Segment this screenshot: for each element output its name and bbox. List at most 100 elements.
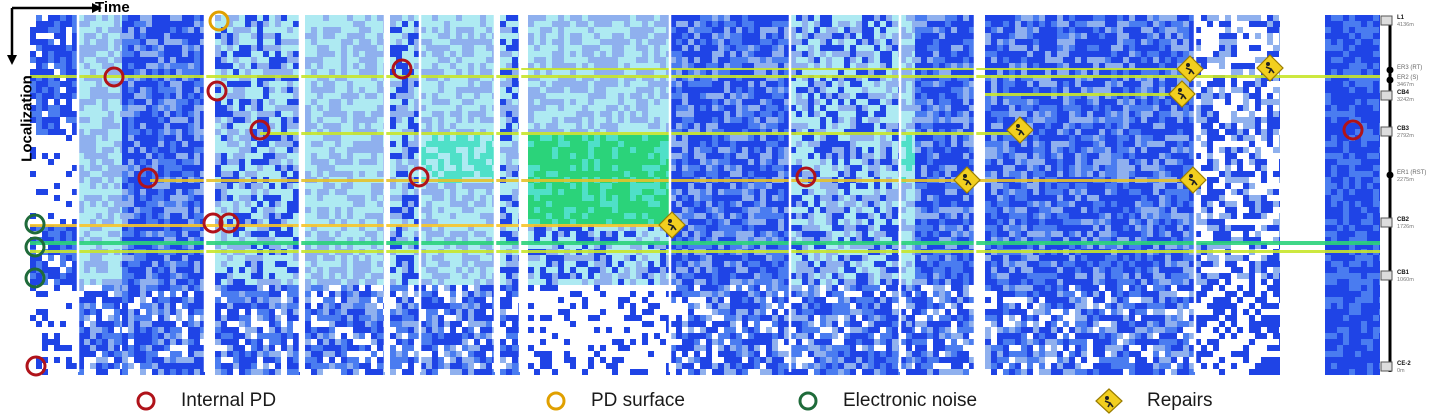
heatmap-cell — [215, 105, 221, 111]
heatmap-cell — [462, 327, 468, 333]
heatmap-cell — [444, 69, 450, 75]
heatmap-cell — [564, 51, 570, 57]
heatmap-cell — [558, 309, 564, 315]
heatmap-cell — [512, 63, 518, 69]
heatmap-cell — [170, 327, 176, 333]
heatmap-cell — [474, 321, 480, 327]
heatmap-cell — [263, 369, 269, 375]
heatmap-cell — [257, 87, 263, 93]
heatmap-cell — [311, 99, 317, 105]
heatmap-cell — [227, 267, 233, 273]
heatmap-cell — [390, 219, 396, 225]
heatmap-cell — [371, 153, 377, 159]
heatmap-cell — [564, 255, 570, 261]
heatmap-cell — [263, 141, 269, 147]
heatmap-cell — [468, 351, 474, 357]
heatmap-cell — [287, 291, 293, 297]
heatmap-cell — [426, 159, 432, 165]
heatmap-cell — [239, 243, 245, 249]
heatmap-cell — [287, 51, 293, 57]
heatmap-cell — [540, 81, 546, 87]
heatmap-cell — [108, 261, 114, 267]
heatmap-cell — [239, 33, 245, 39]
heatmap-cell — [200, 363, 205, 369]
heatmap-cell — [152, 87, 158, 93]
heatmap-cell — [221, 117, 227, 123]
heatmap-cell — [305, 51, 311, 57]
heatmap-cell — [221, 129, 227, 135]
heatmap-cell — [371, 261, 377, 267]
heatmap-cell — [341, 285, 347, 291]
heatmap-cell — [492, 99, 495, 105]
heatmap-cell — [140, 237, 146, 243]
heatmap-cell — [122, 153, 128, 159]
heatmap-cell — [102, 159, 108, 165]
heatmap-cell — [122, 189, 128, 195]
heatmap-cell — [239, 363, 245, 369]
heatmap-cell — [438, 27, 444, 33]
heatmap-cell — [275, 57, 281, 63]
heatmap-cell — [582, 147, 588, 153]
heatmap-cell — [323, 261, 329, 267]
heatmap-cell — [371, 201, 377, 207]
heatmap-cell — [122, 135, 128, 141]
heatmap-cell — [390, 51, 396, 57]
heatmap-cell — [152, 345, 158, 351]
heatmap-cell — [528, 285, 534, 291]
heatmap-cell — [341, 261, 347, 267]
heatmap-cell — [176, 309, 182, 315]
heatmap-cell — [239, 147, 245, 153]
heatmap-cell — [546, 141, 552, 147]
heatmap-cell — [78, 279, 84, 285]
heatmap-cell — [512, 369, 518, 375]
heatmap-cell — [588, 99, 594, 105]
heatmap-cell — [293, 141, 299, 147]
heatmap-cell — [506, 105, 512, 111]
heatmap-cell — [134, 93, 140, 99]
heatmap-cell — [176, 339, 182, 345]
heatmap-cell — [66, 45, 72, 51]
heatmap-cell — [176, 279, 182, 285]
heatmap-cell — [54, 123, 60, 129]
heatmap-cell — [317, 165, 323, 171]
heatmap-cell — [371, 111, 377, 117]
heatmap-cell — [42, 153, 48, 159]
heatmap-cell — [30, 117, 36, 123]
heatmap-cell — [456, 51, 462, 57]
heatmap-cell — [182, 291, 188, 297]
heatmap-cell — [365, 69, 371, 75]
heatmap-cell — [114, 135, 120, 141]
heatmap-cell — [257, 243, 263, 249]
heatmap-cell — [182, 105, 188, 111]
heatmap-cell — [96, 237, 102, 243]
heatmap-cell — [588, 267, 594, 273]
heatmap-cell — [293, 225, 299, 231]
heatmap-cell — [492, 201, 495, 207]
heatmap-cell — [146, 195, 152, 201]
heatmap-cell — [390, 189, 396, 195]
heatmap-cell — [540, 87, 546, 93]
heatmap-cell — [396, 213, 402, 219]
heatmap-cell — [480, 225, 486, 231]
heatmap-cell — [432, 165, 438, 171]
heatmap-cell — [528, 255, 534, 261]
heatmap-cell — [359, 105, 365, 111]
heatmap-cell — [546, 237, 552, 243]
heatmap-cell — [257, 21, 263, 27]
heatmap-cell — [528, 153, 534, 159]
heatmap-cell — [444, 123, 450, 129]
heatmap-cell — [576, 99, 582, 105]
heatmap-cell — [251, 111, 257, 117]
heatmap-cell — [540, 15, 546, 21]
heatmap-cell — [158, 141, 164, 147]
heatmap-cell — [462, 159, 468, 165]
heatmap-cell — [582, 267, 588, 273]
heatmap-cell — [582, 243, 588, 249]
heatmap-cell — [528, 135, 534, 141]
heatmap-cell — [365, 111, 371, 117]
heatmap-cell — [456, 195, 462, 201]
heatmap-cell — [420, 201, 426, 207]
heatmap-cell — [140, 273, 146, 279]
heatmap-cell — [311, 93, 317, 99]
heatmap-cell — [215, 237, 221, 243]
